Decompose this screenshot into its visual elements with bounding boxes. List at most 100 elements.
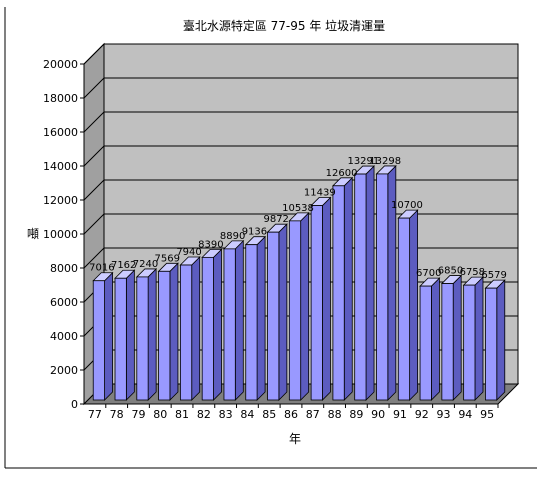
data-label: 8890 [220, 231, 245, 242]
y-tick-label: 6000 [50, 296, 78, 309]
x-tick-label: 88 [328, 408, 342, 421]
x-tick-label: 91 [393, 408, 407, 421]
bar [440, 274, 463, 401]
bar [201, 248, 223, 401]
x-tick-label: 90 [371, 408, 385, 421]
bar-side [431, 277, 440, 401]
bar-front [354, 173, 367, 401]
bar-front [179, 264, 193, 401]
bar-front [376, 173, 389, 401]
bar-side [169, 262, 179, 401]
bar-side [452, 274, 462, 401]
gridline [83, 145, 518, 167]
x-tick-label: 95 [480, 408, 494, 421]
data-label: 13291 [347, 156, 379, 167]
bar [223, 239, 245, 401]
x-tick-label: 92 [415, 408, 429, 421]
chart-title: 臺北水源特定區 77-95 年 垃圾清運量 [183, 18, 385, 33]
bar-side [234, 239, 244, 401]
y-tick-label: 2000 [50, 364, 78, 377]
y-axis-label: 噸 [27, 227, 39, 241]
bar-side [409, 209, 419, 401]
gridline [83, 43, 518, 65]
data-label: 6579 [481, 270, 506, 281]
bar-side [147, 267, 157, 401]
bar-side [496, 279, 506, 401]
x-tick-label: 82 [197, 408, 211, 421]
y-tick-label: 20000 [43, 58, 78, 71]
y-tick-label: 10000 [43, 228, 78, 241]
y-tick-label: 12000 [43, 194, 78, 207]
data-label: 7240 [133, 259, 158, 270]
bar [375, 164, 397, 401]
bar [288, 211, 310, 401]
bar [310, 196, 332, 401]
data-label: 11439 [304, 188, 336, 199]
x-tick-label: 85 [262, 408, 276, 421]
x-tick-label: 84 [240, 408, 254, 421]
y-tick-label: 18000 [43, 92, 78, 105]
bar-front [158, 270, 171, 401]
y-tick-label: 16000 [43, 126, 78, 139]
x-tick-label: 77 [88, 408, 102, 421]
gridline [83, 77, 518, 99]
data-label: 10700 [391, 200, 423, 211]
bar-front [332, 185, 345, 401]
x-tick-label: 87 [306, 408, 320, 421]
bar [397, 209, 419, 401]
bar-front [245, 244, 258, 401]
bar-side [474, 276, 484, 401]
bar-front [288, 220, 302, 401]
gridline [83, 111, 518, 133]
bar-front [441, 283, 454, 401]
bar-side [278, 223, 288, 401]
bar [419, 277, 441, 401]
data-label: 8390 [198, 239, 223, 250]
bar-front [485, 287, 498, 401]
bar [462, 276, 484, 401]
x-tick-label: 78 [110, 408, 124, 421]
data-label: 10538 [282, 203, 314, 214]
y-tick-label: 8000 [50, 262, 78, 275]
data-label: 6700 [416, 268, 441, 279]
x-tick-label: 80 [153, 408, 167, 421]
bar [331, 176, 354, 401]
x-tick-label: 86 [284, 408, 298, 421]
bar-side [125, 269, 135, 401]
bar [92, 271, 114, 401]
data-label: 13298 [369, 156, 401, 167]
y-tick-label: 4000 [50, 330, 78, 343]
x-tick-label: 89 [349, 408, 363, 421]
x-tick-label: 93 [437, 408, 451, 421]
bar [484, 279, 506, 401]
x-tick-label: 79 [131, 408, 145, 421]
data-label: 7162 [111, 260, 136, 271]
bar-side [343, 176, 353, 401]
bar-front [92, 280, 105, 401]
data-label: 7940 [176, 247, 201, 258]
data-label: 6758 [460, 267, 485, 278]
data-label: 12600 [326, 168, 358, 179]
bar-side [191, 256, 201, 401]
bar-side [213, 248, 222, 401]
data-label: 7569 [155, 253, 180, 264]
data-label: 9136 [242, 227, 267, 238]
bar-front [136, 276, 149, 401]
bar [244, 235, 267, 401]
y-tick-label: 0 [71, 398, 78, 411]
bar-side [104, 271, 113, 401]
bar-front [310, 205, 323, 401]
bar-front [201, 256, 214, 401]
y-tick-label: 14000 [43, 160, 78, 173]
x-tick-label: 81 [175, 408, 189, 421]
bar [157, 262, 179, 401]
data-label: 7016 [89, 263, 114, 274]
bar [179, 256, 201, 401]
bar-front [267, 231, 280, 401]
bar-front [223, 248, 236, 401]
bar-front [397, 217, 411, 401]
bar-front [463, 284, 476, 401]
bar-side [365, 165, 375, 401]
